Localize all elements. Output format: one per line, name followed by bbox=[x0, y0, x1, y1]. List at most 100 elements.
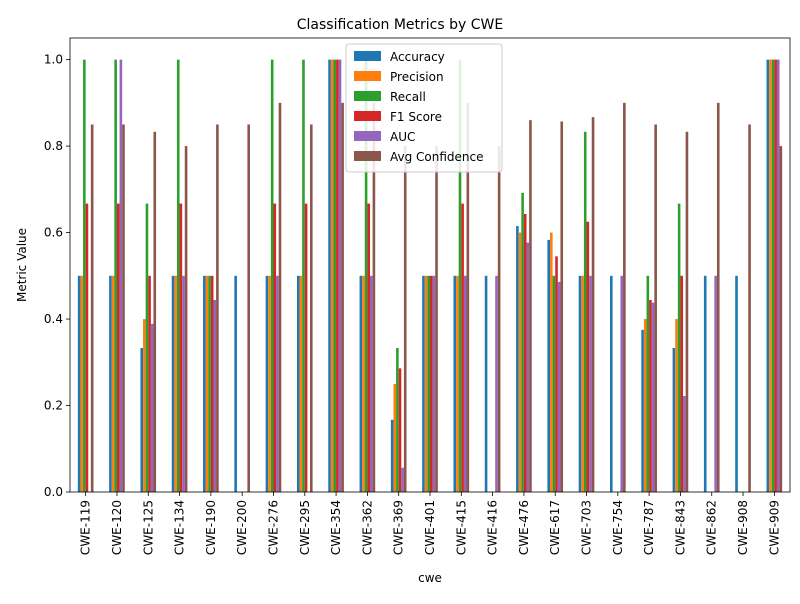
x-tick-label: CWE-703 bbox=[580, 500, 594, 555]
bar-cwe-295-precision bbox=[299, 275, 303, 492]
bar-cwe-190-avg-confidence bbox=[216, 124, 219, 492]
bar-cwe-862-accuracy bbox=[703, 275, 707, 492]
bar-cwe-369-recall bbox=[396, 348, 399, 492]
bar-cwe-415-recall bbox=[458, 59, 462, 492]
bar-cwe-120-f1-score bbox=[116, 203, 120, 492]
x-tick-label: CWE-295 bbox=[298, 500, 312, 555]
bar-cwe-909-accuracy bbox=[766, 59, 770, 492]
bar-cwe-703-recall bbox=[583, 131, 587, 492]
bar-cwe-119-precision bbox=[80, 275, 84, 492]
bar-cwe-703-accuracy bbox=[578, 275, 582, 492]
bar-cwe-843-f1-score bbox=[680, 275, 684, 492]
bar-cwe-415-avg-confidence bbox=[466, 102, 470, 492]
bar-cwe-362-auc bbox=[370, 275, 373, 492]
x-tick-label: CWE-119 bbox=[79, 500, 93, 555]
legend-label: F1 Score bbox=[390, 110, 442, 124]
bar-cwe-362-precision bbox=[362, 275, 365, 492]
bar-cwe-354-avg-confidence bbox=[341, 102, 344, 492]
bar-cwe-843-precision bbox=[675, 319, 678, 492]
bar-cwe-125-avg-confidence bbox=[153, 131, 157, 492]
bar-cwe-476-f1-score bbox=[523, 213, 527, 492]
bar-cwe-787-accuracy bbox=[641, 329, 644, 492]
bar-cwe-276-accuracy bbox=[265, 275, 269, 492]
y-tick-label: 1.0 bbox=[44, 53, 63, 67]
bar-cwe-200-avg-confidence bbox=[247, 124, 250, 492]
bar-cwe-120-recall bbox=[114, 59, 117, 492]
bar-cwe-476-avg-confidence bbox=[529, 120, 532, 493]
legend-label: AUC bbox=[390, 130, 415, 144]
plot-frame bbox=[69, 37, 791, 493]
bar-cwe-125-precision bbox=[143, 319, 146, 492]
chart-title: Classification Metrics by CWE bbox=[297, 17, 503, 33]
bar-cwe-401-recall bbox=[427, 275, 430, 492]
bar-cwe-401-avg-confidence bbox=[435, 146, 438, 492]
bar-cwe-908-avg-confidence bbox=[748, 124, 751, 492]
bar-cwe-369-auc bbox=[401, 467, 404, 492]
bar-cwe-787-f1-score bbox=[649, 300, 652, 492]
x-tick-label: CWE-120 bbox=[110, 500, 124, 555]
bar-cwe-476-precision bbox=[518, 232, 522, 493]
bar-cwe-276-avg-confidence bbox=[278, 102, 282, 492]
bar-cwe-125-f1-score bbox=[148, 275, 151, 492]
x-tick-label: CWE-276 bbox=[266, 500, 280, 555]
bar-cwe-120-precision bbox=[111, 275, 115, 492]
x-tick-label: CWE-401 bbox=[423, 500, 437, 555]
bar-cwe-617-precision bbox=[550, 232, 553, 493]
bar-cwe-119-accuracy bbox=[77, 275, 81, 492]
bar-cwe-909-auc bbox=[776, 59, 780, 492]
bar-cwe-354-recall bbox=[333, 59, 337, 492]
bar-cwe-134-avg-confidence bbox=[184, 146, 188, 492]
bar-cwe-787-recall bbox=[646, 275, 650, 492]
legend: Accuracy Precision Recall F1 Score AUC Avg Co… bbox=[345, 43, 503, 173]
bar-cwe-617-recall bbox=[552, 275, 556, 492]
bar-cwe-909-avg-confidence bbox=[779, 146, 783, 492]
bar-cwe-843-accuracy bbox=[672, 348, 676, 492]
bar-cwe-787-avg-confidence bbox=[654, 124, 657, 492]
bar-cwe-415-accuracy bbox=[453, 275, 457, 492]
bar-cwe-362-avg-confidence bbox=[372, 102, 376, 492]
bar-cwe-617-f1-score bbox=[555, 256, 558, 492]
bar-cwe-843-recall bbox=[677, 203, 681, 492]
bar-cwe-754-avg-confidence bbox=[623, 102, 626, 492]
x-tick-label: CWE-617 bbox=[548, 500, 562, 555]
bar-cwe-843-avg-confidence bbox=[685, 131, 689, 492]
bar-cwe-476-accuracy bbox=[516, 226, 519, 493]
y-tick-label: 0.6 bbox=[44, 226, 63, 240]
legend-box bbox=[345, 43, 503, 173]
bar-cwe-362-recall bbox=[364, 59, 368, 492]
bar-cwe-134-precision bbox=[174, 275, 177, 492]
legend-label: Recall bbox=[390, 90, 426, 104]
bar-cwe-909-recall bbox=[771, 59, 775, 492]
x-tick-label: CWE-134 bbox=[173, 500, 187, 555]
bar-cwe-754-auc bbox=[620, 275, 624, 492]
bar-cwe-276-auc bbox=[276, 275, 279, 492]
legend-label: Precision bbox=[390, 70, 444, 84]
bar-cwe-276-precision bbox=[268, 275, 271, 492]
bar-cwe-190-auc bbox=[213, 300, 217, 492]
legend-label: Avg Confidence bbox=[390, 150, 484, 164]
x-tick-label: CWE-369 bbox=[392, 500, 406, 555]
y-tick-label: 0.8 bbox=[44, 139, 63, 153]
x-axis-label: cwe bbox=[418, 571, 442, 585]
bar-cwe-862-auc bbox=[714, 275, 717, 492]
legend-swatch bbox=[354, 71, 381, 81]
bar-cwe-908-accuracy bbox=[735, 275, 738, 492]
bar-cwe-354-accuracy bbox=[328, 59, 331, 492]
bar-cwe-362-accuracy bbox=[359, 275, 363, 492]
bar-cwe-909-f1-score bbox=[774, 59, 777, 492]
bar-cwe-909-precision bbox=[769, 59, 772, 492]
bar-cwe-476-auc bbox=[526, 242, 530, 492]
bar-cwe-354-f1-score bbox=[336, 59, 339, 492]
bar-cwe-617-avg-confidence bbox=[560, 121, 564, 492]
bar-cwe-754-accuracy bbox=[610, 275, 613, 492]
bar-cwe-401-auc bbox=[432, 275, 436, 492]
x-tick-label: CWE-415 bbox=[454, 500, 468, 555]
bar-cwe-369-avg-confidence bbox=[403, 146, 407, 492]
y-axis-label: Metric Value bbox=[15, 228, 29, 302]
bar-cwe-703-precision bbox=[581, 275, 584, 492]
bar-cwe-190-accuracy bbox=[203, 275, 206, 492]
x-tick-label: CWE-190 bbox=[204, 500, 218, 555]
bar-cwe-354-precision bbox=[330, 59, 334, 492]
